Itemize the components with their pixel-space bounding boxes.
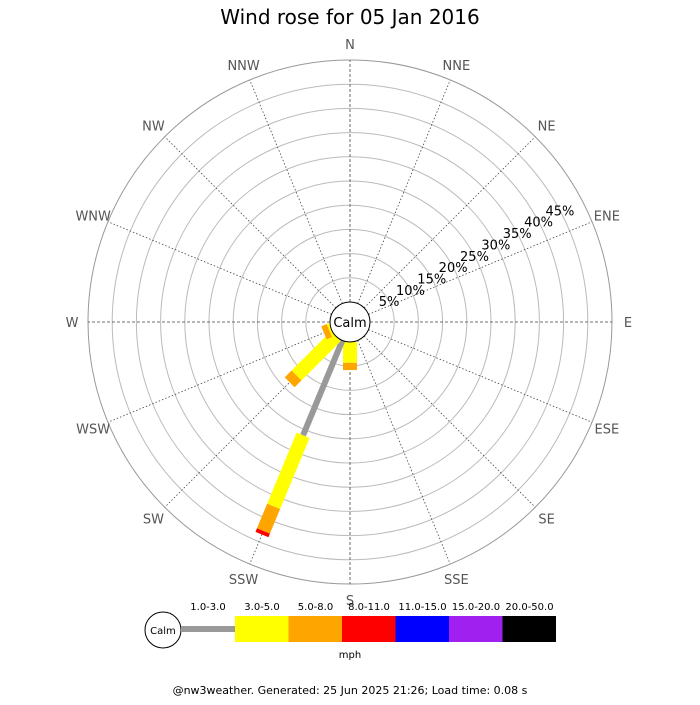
- calm-label: Calm: [333, 316, 366, 331]
- direction-label-ne: NE: [538, 119, 556, 134]
- bar-ssw-bin-3: [255, 528, 270, 538]
- legend-unit: mph: [339, 650, 361, 661]
- legend-swatch-5: [449, 616, 503, 642]
- direction-label-ene: ENE: [594, 210, 620, 225]
- bar-ssw-bin-2: [256, 503, 281, 534]
- grid-ring-10: [281, 253, 419, 391]
- direction-label-sse: SSE: [444, 573, 469, 588]
- grid-ring-40: [135, 107, 565, 537]
- grid-ring-35: [160, 132, 540, 512]
- speed-legend: Calm mph 1.0-3.0 3.0-5.0 5.0-8.0 8.0-11.0 11…: [144, 602, 556, 661]
- percent-label-25: 25%: [460, 250, 489, 265]
- direction-label-se: SE: [538, 513, 554, 528]
- legend-label-4: 11.0-15.0: [398, 602, 446, 613]
- percent-labels: 5%10%15%20%25%30%35%40%45%: [379, 204, 575, 310]
- bar-wsw-bin-2: [321, 324, 332, 340]
- legend-label-5: 15.0-20.0: [452, 602, 500, 613]
- direction-label-ssw: SSW: [229, 573, 259, 588]
- percent-label-45: 45%: [546, 204, 575, 219]
- percent-label-10: 10%: [396, 284, 425, 299]
- legend-swatch-6: [502, 616, 556, 642]
- direction-label-ese: ESE: [594, 422, 619, 437]
- percent-label-35: 35%: [503, 227, 532, 242]
- direction-spokes: [88, 60, 612, 584]
- footer-text: @nw3weather. Generated: 25 Jun 2025 21:2…: [173, 684, 528, 697]
- bar-sw-bin-2: [284, 370, 302, 388]
- legend-swatch-3: [342, 616, 396, 642]
- calm-center: Calm: [329, 301, 371, 343]
- bar-sw-bin-1: [291, 331, 341, 381]
- direction-label-wsw: WSW: [76, 422, 110, 437]
- direction-label-n: N: [345, 38, 355, 53]
- legend-label-3: 8.0-11.0: [348, 602, 390, 613]
- calm-circle: [329, 301, 371, 343]
- percent-label-5: 5%: [379, 295, 400, 310]
- percent-label-20: 20%: [439, 261, 468, 276]
- legend-swatch-2: [288, 616, 342, 642]
- direction-label-e: E: [624, 316, 632, 331]
- percent-label-30: 30%: [481, 238, 510, 253]
- direction-label-s: S: [346, 594, 354, 609]
- percent-label-40: 40%: [524, 216, 553, 231]
- bar-ssw-bin-1: [267, 432, 310, 510]
- wind-bars: [255, 323, 357, 538]
- legend-swatch-1: [235, 616, 289, 642]
- direction-label-nne: NNE: [443, 59, 471, 74]
- direction-labels: N NNE NE ENE E ESE SE SSE S SSW SW WSW W WNW NW NNW: [66, 38, 633, 609]
- percent-label-15: 15%: [417, 273, 446, 288]
- direction-label-sw: SW: [143, 513, 164, 528]
- legend-calm-label: Calm: [150, 626, 176, 637]
- legend-label-1: 3.0-5.0: [244, 602, 279, 613]
- direction-label-nw: NW: [142, 119, 165, 134]
- direction-label-w: W: [66, 316, 79, 331]
- legend-swatch-4: [395, 616, 449, 642]
- chart-title: Wind rose for 05 Jan 2016: [220, 5, 479, 29]
- legend-label-6: 20.0-50.0: [505, 602, 553, 613]
- direction-label-nnw: NNW: [227, 59, 259, 74]
- legend-label-0: 1.0-3.0: [190, 602, 225, 613]
- bar-ssw-bin-0: [300, 339, 346, 437]
- legend-label-2: 5.0-8.0: [298, 602, 333, 613]
- direction-label-wnw: WNW: [75, 210, 111, 225]
